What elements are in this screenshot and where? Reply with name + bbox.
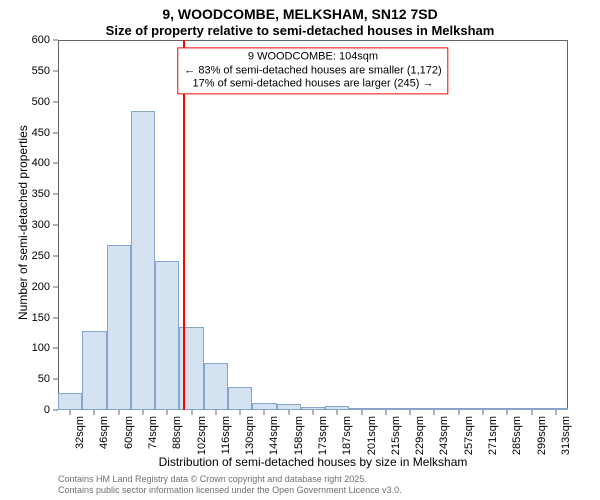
- y-tick-label: 250: [32, 250, 58, 262]
- x-tick-label: 173sqm: [317, 416, 329, 455]
- x-tick-label: 187sqm: [341, 416, 353, 455]
- reference-vline: [183, 40, 185, 410]
- x-tick-label: 88sqm: [171, 416, 183, 449]
- x-tick-label: 32sqm: [74, 416, 86, 449]
- x-tick: [434, 410, 435, 415]
- y-tick-label: 600: [32, 34, 58, 46]
- histogram-bar: [82, 331, 106, 410]
- x-tick: [240, 410, 241, 415]
- y-tick-label: 450: [32, 127, 58, 139]
- x-tick-label: 299sqm: [536, 416, 548, 455]
- x-tick-label: 285sqm: [511, 416, 523, 455]
- x-tick: [94, 410, 95, 415]
- x-tick-label: 60sqm: [123, 416, 135, 449]
- x-tick-label: 201sqm: [366, 416, 378, 455]
- x-tick: [313, 410, 314, 415]
- y-tick-label: 350: [32, 188, 58, 200]
- x-tick: [410, 410, 411, 415]
- x-tick-label: 257sqm: [463, 416, 475, 455]
- y-tick-label: 400: [32, 157, 58, 169]
- x-tick-label: 271sqm: [487, 416, 499, 455]
- y-tick-label: 300: [32, 219, 58, 231]
- histogram-bar: [204, 363, 228, 410]
- x-tick: [483, 410, 484, 415]
- x-tick-label: 243sqm: [438, 416, 450, 455]
- credits-line-2: Contains public sector information licen…: [58, 485, 402, 496]
- histogram-bar: [228, 387, 252, 410]
- annotation-line-2: ← 83% of semi-detached houses are smalle…: [184, 64, 441, 78]
- histogram-bar: [131, 111, 155, 410]
- chart-subtitle: Size of property relative to semi-detach…: [0, 23, 600, 39]
- x-axis-label: Distribution of semi-detached houses by …: [58, 455, 568, 469]
- y-tick-label: 500: [32, 96, 58, 108]
- histogram-bar: [155, 261, 179, 410]
- credits: Contains HM Land Registry data © Crown c…: [58, 474, 402, 497]
- x-tick: [385, 410, 386, 415]
- x-tick: [70, 410, 71, 415]
- x-tick: [288, 410, 289, 415]
- annotation-line-3: 17% of semi-detached houses are larger (…: [184, 78, 441, 92]
- plot-area: 050100150200250300350400450500550600 32s…: [58, 40, 568, 410]
- x-tick-label: 116sqm: [220, 416, 232, 454]
- x-tick-label: 215sqm: [390, 416, 402, 455]
- annotation-box: 9 WOODCOMBE: 104sqm← 83% of semi-detache…: [177, 47, 448, 94]
- chart-page: 9, WOODCOMBE, MELKSHAM, SN12 7SD Size of…: [0, 0, 600, 500]
- x-tick: [167, 410, 168, 415]
- x-tick-label: 74sqm: [147, 416, 159, 449]
- x-tick-label: 313sqm: [560, 416, 572, 455]
- x-tick: [264, 410, 265, 415]
- histogram-bar: [58, 393, 82, 410]
- x-tick: [118, 410, 119, 415]
- credits-line-1: Contains HM Land Registry data © Crown c…: [58, 474, 402, 485]
- x-tick-label: 130sqm: [244, 416, 256, 455]
- x-tick: [458, 410, 459, 415]
- x-tick-label: 102sqm: [196, 416, 208, 455]
- x-tick: [507, 410, 508, 415]
- histogram-bar: [252, 403, 276, 410]
- x-tick-label: 46sqm: [98, 416, 110, 449]
- x-tick: [337, 410, 338, 415]
- x-tick: [191, 410, 192, 415]
- x-tick: [531, 410, 532, 415]
- x-tick-label: 144sqm: [268, 416, 280, 455]
- annotation-line-1: 9 WOODCOMBE: 104sqm: [184, 50, 441, 64]
- chart-title: 9, WOODCOMBE, MELKSHAM, SN12 7SD: [0, 0, 600, 23]
- y-tick-label: 0: [44, 404, 58, 416]
- y-tick-label: 50: [38, 373, 58, 385]
- x-tick-label: 158sqm: [293, 416, 305, 455]
- x-tick: [361, 410, 362, 415]
- y-tick-label: 150: [32, 312, 58, 324]
- x-tick: [215, 410, 216, 415]
- y-tick-label: 200: [32, 281, 58, 293]
- x-tick: [555, 410, 556, 415]
- y-axis-label: Number of semi-detached properties: [16, 125, 30, 320]
- x-tick: [143, 410, 144, 415]
- y-tick-label: 550: [32, 65, 58, 77]
- y-tick-label: 100: [32, 342, 58, 354]
- histogram-bar: [107, 245, 131, 410]
- x-tick-label: 229sqm: [414, 416, 426, 455]
